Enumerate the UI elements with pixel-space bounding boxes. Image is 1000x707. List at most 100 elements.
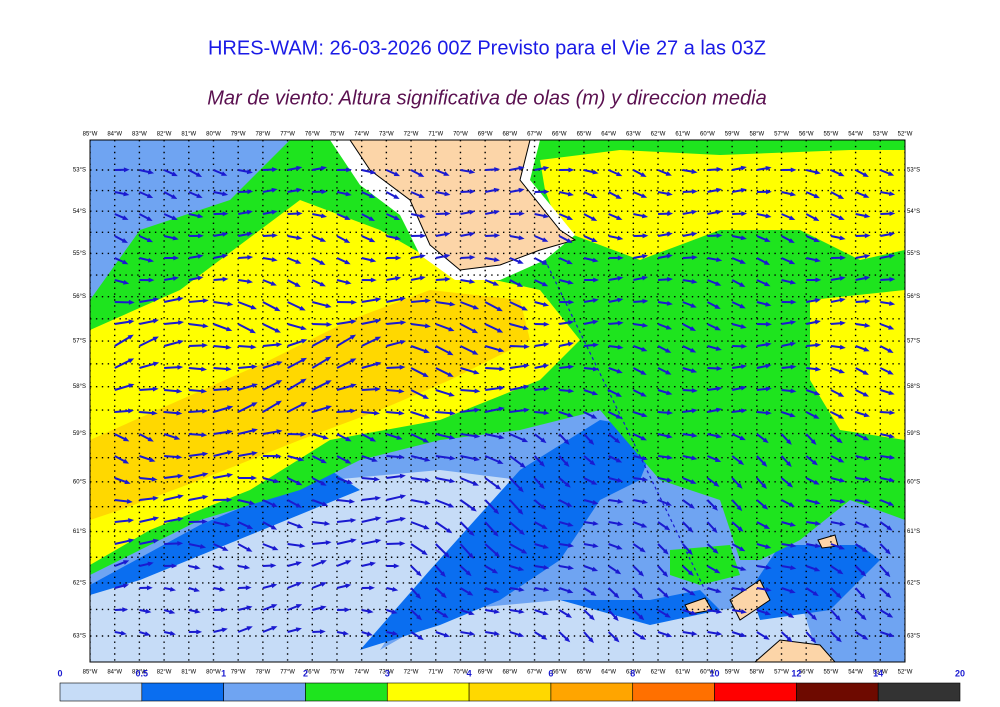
wave-arrow [311, 235, 323, 242]
wave-arrow-head [615, 569, 622, 575]
wave-arrow-head [169, 630, 176, 636]
colorbar-label: 0 [57, 668, 62, 678]
wave-arrow-head [469, 189, 476, 195]
wave-arrow-head [152, 495, 159, 501]
wave-arrow-head [716, 631, 723, 636]
wave-arrow-head [517, 508, 524, 515]
wave-arrow [163, 213, 175, 220]
wave-arrow [287, 301, 303, 310]
wave-arrow-head [739, 259, 746, 264]
wave-arrow-head [344, 259, 351, 265]
colorbar-label: 3 [385, 668, 390, 678]
wave-arrow-head [145, 608, 152, 614]
wave-arrow-head [638, 570, 645, 577]
wave-arrow [188, 543, 203, 548]
wave-arrow-head [147, 257, 154, 263]
wave-arrow [410, 499, 427, 504]
wave-arrow-head [146, 193, 154, 198]
wave-arrow [855, 213, 867, 218]
wave-arrow [237, 543, 250, 551]
wave-arrow-head [764, 237, 771, 242]
wave-arrow [336, 455, 349, 463]
wave-arrow [534, 343, 546, 347]
wave-arrow-head [128, 383, 135, 389]
wave-arrow [188, 213, 200, 218]
wave-arrow-head [837, 194, 845, 200]
wave-arrow-head [862, 172, 869, 178]
wave-arrow-head [227, 301, 234, 307]
wave-arrow [311, 279, 323, 286]
wave-arrow [287, 279, 298, 287]
wave-arrow-head [592, 520, 599, 526]
wave-arrow [583, 169, 595, 174]
wave-arrow-head [368, 216, 375, 222]
wave-arrow-head [739, 303, 746, 309]
wave-arrow [163, 495, 181, 501]
wave-arrow [558, 477, 569, 486]
lon-label: 67°W [527, 132, 542, 138]
wave-arrow-head [295, 502, 302, 508]
wave-arrow [632, 367, 644, 374]
wave-arrow-head [790, 299, 797, 305]
wave-arrow [805, 169, 818, 174]
wave-arrow-head [469, 169, 476, 175]
wave-arrow-head [369, 436, 377, 442]
wave-arrow [731, 235, 744, 240]
wave-arrow [311, 381, 329, 391]
wave-arrow-head [691, 432, 698, 438]
wave-arrow [682, 477, 694, 484]
wave-arrow [805, 389, 817, 395]
wave-arrow [558, 411, 571, 417]
wave-arrow-head [319, 629, 326, 635]
wave-arrow [459, 587, 471, 595]
wave-arrow [460, 433, 477, 438]
wave-arrow [632, 609, 643, 619]
wave-arrow-head [295, 259, 302, 264]
wave-arrow-head [740, 408, 748, 414]
wave-arrow [238, 365, 254, 369]
wave-arrow [287, 358, 304, 369]
wave-arrow-head [469, 279, 476, 284]
wave-arrow-head [815, 277, 822, 283]
wave-arrow [460, 455, 477, 461]
lon-label: 65°W [577, 670, 592, 676]
wave-arrow-head [375, 297, 382, 303]
colorbar-segment [796, 682, 879, 702]
wave-arrow-head [148, 277, 155, 283]
wave-arrow-head [588, 614, 595, 621]
wave-arrow [410, 169, 422, 177]
wave-arrow-head [320, 560, 327, 565]
wave-arrow-head [325, 335, 332, 341]
lat-label: 54°S [907, 209, 920, 215]
wave-arrow-head [664, 525, 671, 531]
wave-arrow-head [665, 348, 672, 353]
wave-arrow [311, 433, 326, 439]
wave-arrow-head [539, 483, 545, 490]
wave-arrow [287, 379, 304, 391]
wave-arrow [633, 477, 645, 481]
wave-arrow [361, 539, 378, 545]
wave-arrow-head [813, 237, 820, 243]
wave-arrow [262, 343, 279, 347]
wave-arrow [114, 560, 126, 567]
wave-arrow [731, 279, 743, 287]
wave-arrow [830, 499, 842, 503]
wave-arrow-head [251, 383, 258, 389]
wave-arrow-head [424, 323, 431, 329]
wave-arrow-head [375, 361, 382, 367]
wave-arrow [484, 521, 497, 535]
lon-label: 78°W [256, 670, 271, 676]
wave-arrow [633, 213, 645, 218]
wave-arrow-head [196, 629, 203, 635]
lon-label: 54°W [848, 670, 863, 676]
wave-arrow [534, 235, 546, 242]
wave-arrow-head [251, 475, 258, 481]
wave-arrow-head [202, 323, 209, 329]
wave-arrow [707, 345, 719, 350]
wave-arrow-head [617, 498, 624, 504]
wave-arrow-head [127, 358, 135, 364]
lat-label: 56°S [73, 294, 86, 300]
wave-arrow-head [765, 564, 772, 570]
lat-label: 58°S [73, 384, 86, 390]
wave-arrow-head [563, 461, 570, 468]
